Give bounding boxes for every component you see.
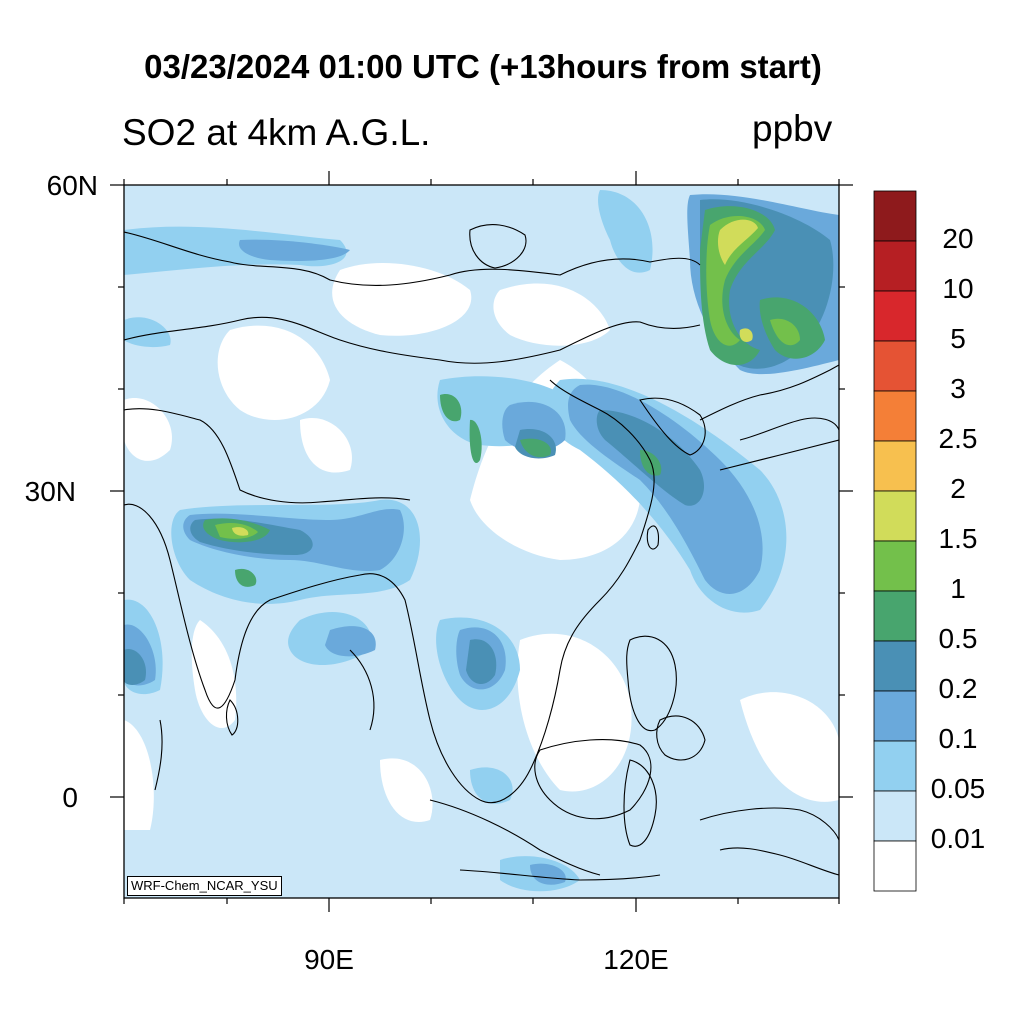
colorbar-label: 10 bbox=[942, 273, 974, 304]
coastlines bbox=[124, 224, 839, 881]
lat-label-60n: 60N bbox=[46, 170, 98, 201]
so2-field bbox=[124, 185, 839, 898]
colorbar-label: 5 bbox=[950, 323, 966, 354]
colorbar-label: 0.01 bbox=[930, 823, 986, 854]
colorbar-swatch bbox=[873, 290, 917, 342]
colorbar-swatch bbox=[873, 490, 917, 542]
colorbar-label: 0.2 bbox=[938, 673, 978, 704]
colorbar-swatch bbox=[873, 640, 917, 692]
colorbar-swatch bbox=[873, 740, 917, 792]
lat-label-30n: 30N bbox=[24, 476, 76, 507]
lon-label-120e: 120E bbox=[603, 944, 669, 975]
units-label: ppbv bbox=[752, 108, 833, 149]
variable-label: SO2 at 4km A.G.L. bbox=[122, 112, 431, 153]
model-credit: WRF-Chem_NCAR_YSU bbox=[127, 876, 282, 896]
colorbar-swatch bbox=[873, 790, 917, 842]
colorbar-label: 1.5 bbox=[938, 523, 978, 554]
colorbar-swatch bbox=[873, 690, 917, 742]
colorbar-label: 20 bbox=[942, 223, 974, 254]
colorbar-swatch bbox=[873, 440, 917, 492]
lat-label-0: 0 bbox=[62, 782, 78, 813]
colorbar-swatch bbox=[873, 240, 917, 292]
colorbar-swatch bbox=[873, 540, 917, 592]
colorbar bbox=[873, 190, 917, 892]
axis-ticks bbox=[110, 171, 853, 912]
chart-title: 03/23/2024 01:00 UTC (+13hours from star… bbox=[144, 48, 822, 85]
lon-label-90e: 90E bbox=[304, 944, 354, 975]
colorbar-label: 2.5 bbox=[938, 423, 978, 454]
colorbar-label: 3 bbox=[950, 373, 966, 404]
colorbar-swatch bbox=[873, 340, 917, 392]
colorbar-swatch bbox=[873, 840, 917, 892]
colorbar-label: 0.05 bbox=[930, 773, 986, 804]
colorbar-swatch bbox=[873, 190, 917, 242]
map-frame bbox=[123, 184, 840, 899]
colorbar-label: 0.1 bbox=[938, 723, 978, 754]
colorbar-swatch bbox=[873, 390, 917, 442]
colorbar-label: 0.5 bbox=[938, 623, 978, 654]
colorbar-swatch bbox=[873, 590, 917, 642]
colorbar-label: 1 bbox=[950, 573, 966, 604]
colorbar-label: 2 bbox=[950, 473, 966, 504]
